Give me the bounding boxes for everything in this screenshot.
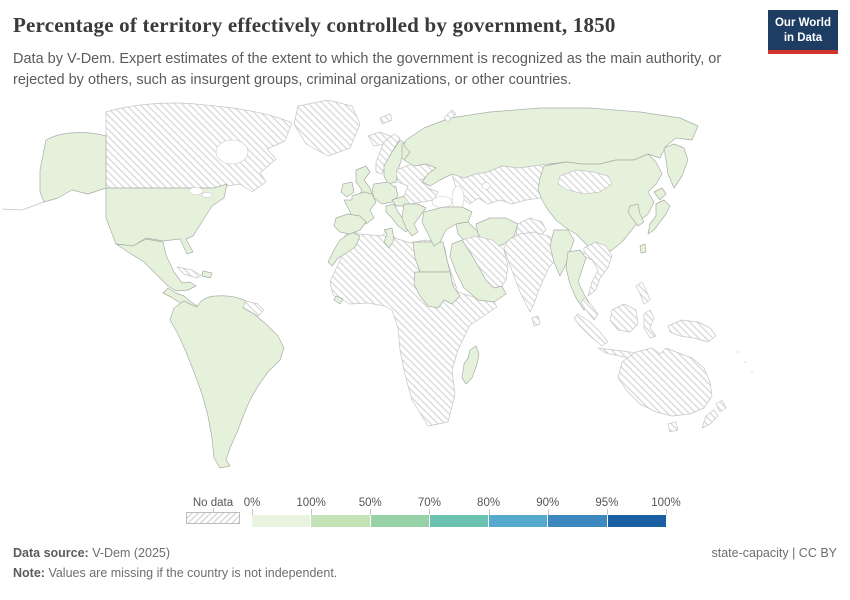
black-sea [431,196,453,208]
region-south-america[interactable] [169,295,285,469]
legend-color-bar: 0% 100% 50% 70% 80% 90% 95% 100% [244,497,681,527]
legend-bin-swatch[interactable] [370,515,430,527]
country-ottoman-turkey[interactable] [421,206,473,247]
region-malaya[interactable] [580,297,599,321]
legend-bin-swatch[interactable] [607,515,666,527]
great-lake-1 [188,187,204,195]
country-russia[interactable] [403,107,699,187]
pacific-island-dot [751,371,753,373]
data-source: Data source: V-Dem (2025) [13,546,170,560]
license-link[interactable]: state-capacity | CC BY [711,546,837,560]
island-hokkaido[interactable] [653,187,667,201]
legend-tick-label: 70% [417,497,441,509]
legend-tick-label: 50% [358,497,382,509]
chart-subtitle: Data by V-Dem. Expert estimates of the e… [13,49,721,91]
new-zealand-south-island[interactable] [701,409,719,429]
island-ireland[interactable] [340,181,355,198]
pacific-island-dot [744,361,746,363]
subtitle-line-1: Data by V-Dem. Expert estimates of the e… [13,51,722,67]
page-title: Percentage of territory effectively cont… [13,13,616,37]
country-mexico[interactable] [115,238,197,292]
legend-tick-label: 90% [536,497,560,509]
caspian-sea [451,185,465,211]
island-borneo[interactable] [609,303,639,333]
legend-no-data-label: No data [192,497,234,509]
island-cuba[interactable] [176,266,202,279]
pacific-island-dot [737,351,739,353]
hudson-bay [215,139,249,165]
legend-no-data-swatch[interactable] [186,512,240,524]
region-iberia[interactable] [333,213,367,235]
legend-bin-swatch[interactable] [252,515,312,527]
note-text: Values are missing if the country is not… [48,566,338,580]
country-mongolia[interactable] [557,169,613,195]
new-zealand-north-island[interactable] [715,399,727,413]
island-hispaniola[interactable] [201,270,213,279]
island-novaya-zemlya [443,109,457,123]
note-label: Note: [13,566,45,580]
country-burma[interactable] [549,229,575,277]
island-new-guinea[interactable] [667,319,717,343]
aral-sea [481,182,491,190]
country-australia[interactable] [617,347,713,417]
legend-bin-swatch[interactable] [311,515,371,527]
country-liberia[interactable] [333,295,344,305]
island-celebes[interactable] [643,309,657,339]
aleutian-islands [1,201,45,211]
map-svg [1,100,753,469]
legend-tick-label: 80% [477,497,501,509]
data-source-label: Data source: [13,546,89,560]
world-choropleth-map [0,100,850,495]
owid-logo-line1: Our World [774,17,831,29]
chart-footer: Data source: V-Dem (2025) state-capacity… [13,546,837,580]
legend-tick-label: 0% [243,497,261,509]
island-taiwan[interactable] [639,243,647,254]
country-sweden[interactable] [383,139,407,185]
legend-bin-swatch[interactable] [489,515,549,527]
island-sumatra[interactable] [573,313,609,347]
islands-philippines[interactable] [635,281,651,305]
legend-tick-labels: 0% 100% 50% 70% 80% 90% 95% 100% [244,497,681,512]
continent-africa[interactable] [329,229,498,427]
region-kamchatka[interactable] [663,143,689,189]
owid-logo-line2: in Data [783,31,823,44]
legend-tick-marks [252,509,667,515]
island-tasmania[interactable] [667,421,679,433]
country-canada[interactable] [105,102,293,193]
legend-tick-label: 100% [651,497,681,509]
legend-tick-label: 95% [595,497,619,509]
legend-bin-swatch[interactable] [429,515,490,527]
region-west-arabia[interactable] [449,239,507,303]
country-egypt[interactable] [412,241,451,273]
island-ceylon[interactable] [531,315,541,327]
legend-tick-label: 100% [296,497,326,509]
country-sudan[interactable] [413,271,461,309]
region-guyanas[interactable] [242,300,265,317]
owid-logo[interactable]: Our World in Data [767,10,838,54]
country-korea[interactable] [627,203,645,227]
subtitle-line-2: rejected by others, such as insurgent gr… [13,72,572,89]
great-lake-2 [201,192,213,198]
data-source-value[interactable]: V-Dem (2025) [92,546,171,560]
country-japan[interactable] [647,199,671,235]
country-germany[interactable] [371,181,399,205]
region-balkans-greece[interactable] [401,203,427,237]
region-india[interactable] [503,231,567,313]
region-vietnam[interactable] [583,241,613,297]
legend-bins [252,515,666,527]
legend-bin-swatch[interactable] [548,515,608,527]
country-morocco[interactable] [327,231,361,267]
island-svalbard [379,113,393,125]
country-greenland[interactable] [293,100,361,157]
island-madagascar[interactable] [461,345,480,385]
legend-no-data-tick [213,508,214,513]
country-tunisia[interactable] [383,227,395,249]
region-alaska[interactable] [39,132,107,203]
chart-note: Note: Values are missing if the country … [13,566,837,580]
legend-no-data[interactable]: No data [186,497,240,524]
